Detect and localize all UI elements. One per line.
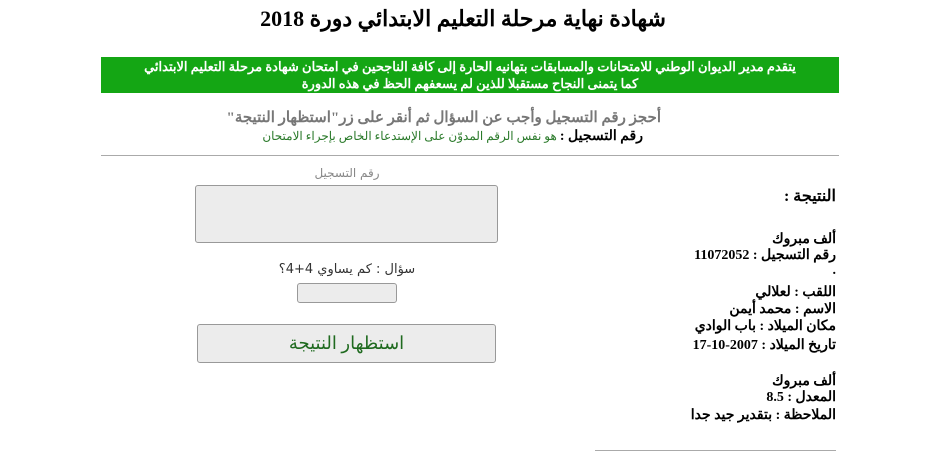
field-label: رقم التسجيل bbox=[314, 166, 380, 180]
banner-line: كما يتمنى النجاح مستقبلا للذين لم يسعفهم… bbox=[301, 76, 639, 91]
result-heading: النتيجة : bbox=[783, 188, 836, 205]
result-line: ألف مبروك bbox=[772, 374, 836, 389]
answer-input[interactable] bbox=[297, 283, 397, 303]
note-label: رقم التسجيل : bbox=[559, 129, 643, 144]
result-line: رقم التسجيل : 11072052 bbox=[694, 248, 836, 263]
result-line: تاريخ الميلاد : 2007-10-17 bbox=[692, 338, 836, 353]
note: رقم التسجيل : هو نفس الرقم المدوّن على ا… bbox=[101, 128, 643, 145]
divider bbox=[101, 155, 839, 156]
result-line: مكان الميلاد : باب الوادي bbox=[694, 319, 836, 334]
result-line: . bbox=[832, 263, 837, 278]
banner: يتقدم مدير الديوان الوطني للامتحانات وال… bbox=[101, 57, 839, 93]
registration-input[interactable] bbox=[195, 185, 498, 243]
instructions: أحجز رقم التسجيل وأجب عن السؤال ثم أنقر … bbox=[226, 110, 662, 126]
page-title: شهادة نهاية مرحلة التعليم الابتدائي دورة… bbox=[260, 6, 666, 31]
result-line: اللقب : لعلالي bbox=[755, 285, 836, 300]
question: سؤال : كم يساوي 4+4؟ bbox=[278, 262, 416, 277]
result-line: الاسم : محمد أيمن bbox=[729, 302, 836, 317]
divider bbox=[595, 450, 836, 451]
submit-button[interactable]: استظهار النتيجة bbox=[197, 324, 496, 363]
banner-line: يتقدم مدير الديوان الوطني للامتحانات وال… bbox=[144, 59, 796, 74]
result-line: ألف مبروك bbox=[772, 232, 836, 247]
result-line: المعدل : 8.5 bbox=[766, 390, 836, 405]
note-text: هو نفس الرقم المدوّن على الإستدعاء الخاص… bbox=[262, 129, 557, 143]
result-line: الملاحظة : بتقدير جيد جدا bbox=[690, 408, 836, 423]
